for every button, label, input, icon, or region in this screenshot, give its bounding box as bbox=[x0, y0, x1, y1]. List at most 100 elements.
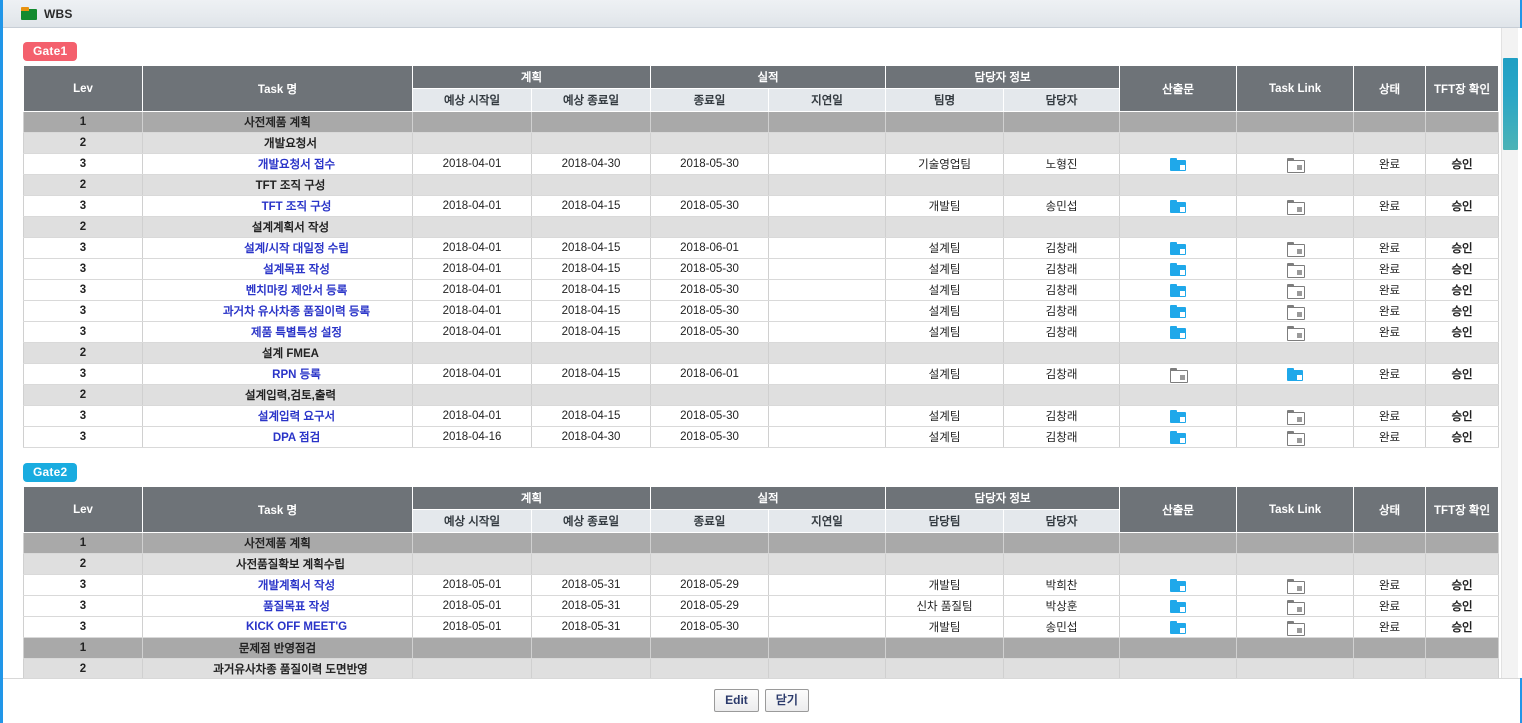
cell-task-link[interactable] bbox=[1236, 321, 1355, 343]
cell-output-filled-folder-icon[interactable] bbox=[1170, 430, 1187, 444]
table-row[interactable]: 3 개발요청서 접수 2018-04-01 2018-04-30 2018-05-30 기… bbox=[23, 153, 1500, 175]
scrollbar-thumb[interactable] bbox=[1503, 58, 1518, 150]
cell-task-name[interactable]: 문제점 반영점검 bbox=[142, 637, 413, 659]
cell-task-name[interactable]: DPA 점검 bbox=[142, 426, 413, 448]
cell-task-link[interactable] bbox=[1236, 153, 1355, 175]
cell-output[interactable] bbox=[1119, 595, 1238, 617]
cell-task-name[interactable]: KICK OFF MEET'G bbox=[142, 616, 413, 638]
wbs-scroll-region[interactable]: Gate1 Lev Task 명 계획 실적 담당자 정보 산출문 Task Link 상태 TF… bbox=[3, 28, 1522, 678]
table-row[interactable]: 2 과거유사차종 품질이력 도면반영 bbox=[23, 658, 1500, 678]
cell-task-link[interactable] bbox=[1236, 258, 1355, 280]
cell-task-name[interactable]: 설계입력,검토,출력 bbox=[142, 384, 413, 406]
cell-output-filled-folder-icon[interactable] bbox=[1170, 157, 1187, 171]
cell-task-name[interactable]: 개발요청서 접수 bbox=[142, 153, 413, 175]
cell-task-name[interactable]: 설계 FMEA bbox=[142, 342, 413, 364]
cell-task-link[interactable] bbox=[1236, 405, 1355, 427]
table-row[interactable]: 3 과거차 유사차종 품질이력 등록 2018-04-01 2018-04-15 201… bbox=[23, 300, 1500, 322]
cell-output-filled-folder-icon[interactable] bbox=[1170, 283, 1187, 297]
cell-output[interactable] bbox=[1119, 616, 1238, 638]
cell-task-name[interactable]: 사전품질확보 계획수립 bbox=[142, 553, 413, 575]
cell-tft-confirm[interactable]: 승인 bbox=[1425, 195, 1500, 217]
cell-task-name[interactable]: TFT 조직 구성 bbox=[142, 174, 413, 196]
vertical-scrollbar[interactable] bbox=[1501, 28, 1518, 678]
cell-task-name[interactable]: TFT 조직 구성 bbox=[142, 195, 413, 217]
cell-output-filled-folder-icon[interactable] bbox=[1170, 599, 1187, 613]
edit-button[interactable]: Edit bbox=[714, 688, 759, 713]
table-row[interactable]: 3 KICK OFF MEET'G 2018-05-01 2018-05-31 2018… bbox=[23, 616, 1500, 638]
cell-output-filled-folder-icon[interactable] bbox=[1170, 578, 1187, 592]
cell-task-name[interactable]: 개발계획서 작성 bbox=[142, 574, 413, 596]
table-row[interactable]: 3 설계입력 요구서 2018-04-01 2018-04-15 2018-05-30 설… bbox=[23, 405, 1500, 427]
cell-task-link-empty-folder-icon[interactable] bbox=[1287, 409, 1306, 425]
table-row[interactable]: 3 RPN 등록 2018-04-01 2018-04-15 2018-06-01 설계팀… bbox=[23, 363, 1500, 385]
table-row[interactable]: 1 문제점 반영점검 bbox=[23, 637, 1500, 659]
cell-tft-confirm[interactable] bbox=[1425, 342, 1500, 364]
cell-output-empty-folder-icon[interactable] bbox=[1170, 367, 1189, 383]
cell-output-filled-folder-icon[interactable] bbox=[1170, 409, 1187, 423]
table-row[interactable]: 3 DPA 점검 2018-04-16 2018-04-30 2018-05-30 설계팀… bbox=[23, 426, 1500, 448]
table-row[interactable]: 3 개발계획서 작성 2018-05-01 2018-05-31 2018-05-29 개… bbox=[23, 574, 1500, 596]
cell-task-link-empty-folder-icon[interactable] bbox=[1287, 599, 1306, 615]
cell-task-name[interactable]: 설계입력 요구서 bbox=[142, 405, 413, 427]
cell-tft-confirm[interactable] bbox=[1425, 553, 1500, 575]
cell-task-link[interactable] bbox=[1236, 195, 1355, 217]
cell-output-filled-folder-icon[interactable] bbox=[1170, 199, 1187, 213]
cell-task-link[interactable] bbox=[1236, 574, 1355, 596]
cell-tft-confirm[interactable]: 승인 bbox=[1425, 279, 1500, 301]
cell-task-link-empty-folder-icon[interactable] bbox=[1287, 620, 1306, 636]
cell-task-name[interactable]: 개발요청서 bbox=[142, 132, 413, 154]
cell-output[interactable] bbox=[1119, 321, 1238, 343]
cell-task-link-empty-folder-icon[interactable] bbox=[1287, 283, 1306, 299]
cell-output[interactable] bbox=[1119, 258, 1238, 280]
cell-tft-confirm[interactable]: 승인 bbox=[1425, 405, 1500, 427]
cell-task-name[interactable]: 품질목표 작성 bbox=[142, 595, 413, 617]
cell-task-link[interactable] bbox=[1236, 300, 1355, 322]
cell-task-name[interactable]: 과거차 유사차종 품질이력 등록 bbox=[142, 300, 413, 322]
table-row[interactable]: 2 사전품질확보 계획수립 bbox=[23, 553, 1500, 575]
cell-output[interactable] bbox=[1119, 574, 1238, 596]
cell-tft-confirm[interactable]: 승인 bbox=[1425, 595, 1500, 617]
cell-tft-confirm[interactable] bbox=[1425, 132, 1500, 154]
cell-task-link[interactable] bbox=[1236, 237, 1355, 259]
cell-tft-confirm[interactable] bbox=[1425, 174, 1500, 196]
table-row[interactable]: 3 벤치마킹 제안서 등록 2018-04-01 2018-04-15 2018-05-… bbox=[23, 279, 1500, 301]
cell-task-name[interactable]: 사전제품 계획 bbox=[142, 111, 413, 133]
cell-output-filled-folder-icon[interactable] bbox=[1170, 325, 1187, 339]
cell-task-link[interactable] bbox=[1236, 426, 1355, 448]
cell-tft-confirm[interactable] bbox=[1425, 216, 1500, 238]
cell-task-link-empty-folder-icon[interactable] bbox=[1287, 325, 1306, 341]
cell-task-link-empty-folder-icon[interactable] bbox=[1287, 578, 1306, 594]
cell-task-link-filled-folder-icon[interactable] bbox=[1287, 367, 1304, 381]
cell-task-name[interactable]: RPN 등록 bbox=[142, 363, 413, 385]
cell-tft-confirm[interactable]: 승인 bbox=[1425, 426, 1500, 448]
cell-tft-confirm[interactable]: 승인 bbox=[1425, 616, 1500, 638]
cell-tft-confirm[interactable] bbox=[1425, 111, 1500, 133]
cell-task-name[interactable]: 사전제품 계획 bbox=[142, 532, 413, 554]
cell-tft-confirm[interactable] bbox=[1425, 658, 1500, 678]
cell-output[interactable] bbox=[1119, 153, 1238, 175]
cell-tft-confirm[interactable] bbox=[1425, 532, 1500, 554]
table-row[interactable]: 1 사전제품 계획 bbox=[23, 532, 1500, 554]
table-row[interactable]: 2 TFT 조직 구성 bbox=[23, 174, 1500, 196]
cell-task-name[interactable]: 설계/시작 대일정 수립 bbox=[142, 237, 413, 259]
cell-tft-confirm[interactable]: 승인 bbox=[1425, 300, 1500, 322]
table-row[interactable]: 2 설계 FMEA bbox=[23, 342, 1500, 364]
cell-tft-confirm[interactable]: 승인 bbox=[1425, 153, 1500, 175]
cell-task-link[interactable] bbox=[1236, 363, 1355, 385]
table-row[interactable]: 2 설계입력,검토,출력 bbox=[23, 384, 1500, 406]
cell-tft-confirm[interactable] bbox=[1425, 384, 1500, 406]
cell-task-link-empty-folder-icon[interactable] bbox=[1287, 157, 1306, 173]
cell-tft-confirm[interactable]: 승인 bbox=[1425, 321, 1500, 343]
cell-output[interactable] bbox=[1119, 237, 1238, 259]
table-row[interactable]: 2 개발요청서 bbox=[23, 132, 1500, 154]
cell-task-link-empty-folder-icon[interactable] bbox=[1287, 241, 1306, 257]
cell-tft-confirm[interactable]: 승인 bbox=[1425, 258, 1500, 280]
cell-output-filled-folder-icon[interactable] bbox=[1170, 262, 1187, 276]
cell-task-link[interactable] bbox=[1236, 279, 1355, 301]
table-row[interactable]: 3 TFT 조직 구성 2018-04-01 2018-04-15 2018-05-30… bbox=[23, 195, 1500, 217]
cell-task-link-empty-folder-icon[interactable] bbox=[1287, 262, 1306, 278]
cell-task-link-empty-folder-icon[interactable] bbox=[1287, 430, 1306, 446]
cell-task-link[interactable] bbox=[1236, 616, 1355, 638]
table-row[interactable]: 2 설계계획서 작성 bbox=[23, 216, 1500, 238]
table-row[interactable]: 3 설계목표 작성 2018-04-01 2018-04-15 2018-05-30 설계… bbox=[23, 258, 1500, 280]
